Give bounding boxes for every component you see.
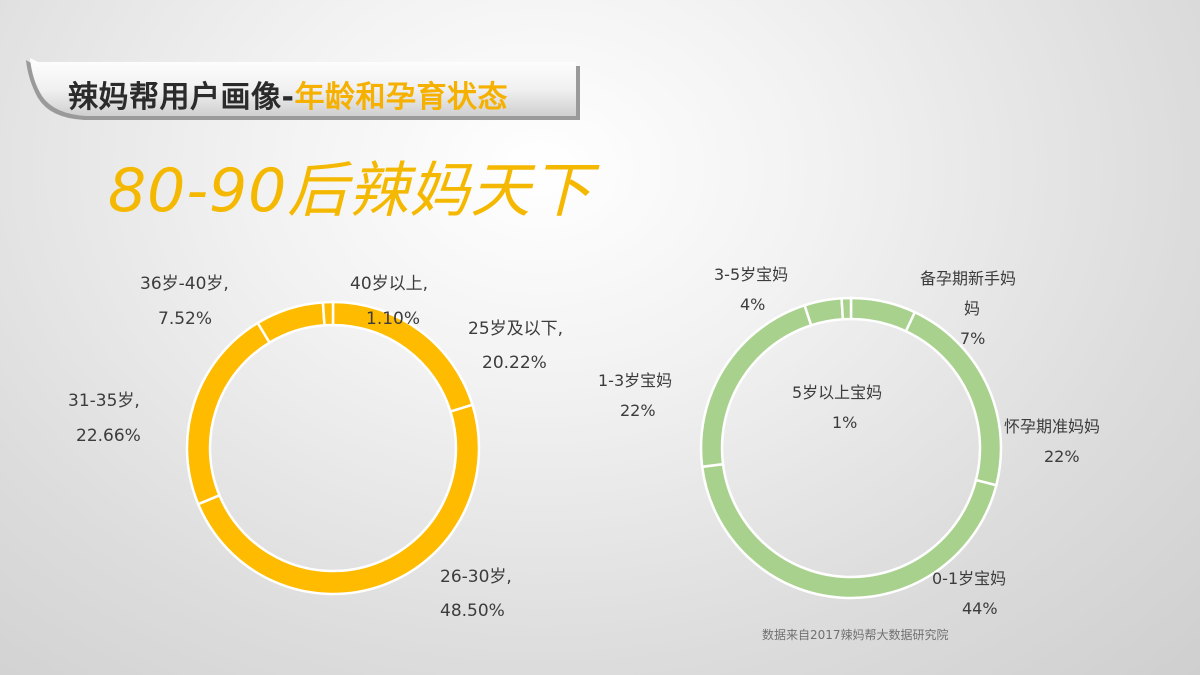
age-label-40-plus: 40岁以上, [350, 274, 428, 294]
headline: 80-90后辣妈天下 [108, 156, 593, 226]
data-source-note: 数据来自2017辣妈帮大数据研究院 [762, 628, 949, 642]
age-slice-1 [196, 403, 481, 596]
status-slice-0 [849, 296, 917, 333]
status-value-pregnant: 22% [1044, 447, 1080, 466]
age-label-26-30: 26-30岁, [440, 567, 512, 587]
status-labels: 备孕期新手妈 妈 7% 怀孕期准妈妈 22% 0-1岁宝妈 44% 1-3岁宝妈… [598, 265, 1100, 618]
title-banner-shape [26, 58, 580, 120]
status-value-1-3: 22% [620, 401, 656, 420]
age-slice-3 [256, 301, 326, 345]
age-slice-4 [321, 300, 335, 327]
age-labels: 25岁及以下, 20.22% 26-30岁, 48.50% 31-35岁, 22… [68, 274, 563, 621]
status-label-3-5: 3-5岁宝妈 [714, 265, 788, 284]
status-label-prep-line2: 妈 [964, 299, 980, 318]
age-value-25-under: 20.22% [482, 353, 547, 373]
age-label-25-under: 25岁及以下, [468, 319, 563, 339]
status-value-3-5: 4% [740, 295, 765, 314]
status-slice-1 [904, 310, 1003, 487]
status-slice-5 [840, 296, 853, 321]
age-value-26-30: 48.50% [440, 601, 505, 621]
page-title-main: 辣妈帮用户画像- [68, 80, 295, 115]
status-value-5-plus: 1% [832, 413, 857, 432]
age-value-31-35: 22.66% [76, 426, 141, 446]
page-title: 辣妈帮用户画像-年龄和孕育状态 [68, 72, 508, 116]
title-banner: 辣妈帮用户画像-年龄和孕育状态 [24, 58, 584, 128]
status-value-prep: 7% [960, 329, 985, 348]
status-label-prep-line1: 备孕期新手妈 [920, 269, 1016, 288]
page-title-accent: 年龄和孕育状态 [294, 80, 508, 115]
status-value-0-1: 44% [962, 599, 998, 618]
age-slice-2 [185, 321, 272, 506]
status-label-0-1: 0-1岁宝妈 [932, 569, 1006, 588]
status-label-1-3: 1-3岁宝妈 [598, 371, 672, 390]
status-label-5-plus: 5岁以上宝妈 [792, 383, 882, 402]
status-slice-4 [803, 296, 845, 327]
age-value-40-plus: 1.10% [366, 309, 420, 329]
status-label-pregnant: 怀孕期准妈妈 [1004, 417, 1100, 436]
age-label-31-35: 31-35岁, [68, 391, 140, 411]
age-label-36-40: 36岁-40岁, [140, 274, 229, 294]
age-value-36-40: 7.52% [158, 309, 212, 329]
age-donut-chart [185, 300, 481, 596]
status-donut-chart [699, 296, 1003, 600]
